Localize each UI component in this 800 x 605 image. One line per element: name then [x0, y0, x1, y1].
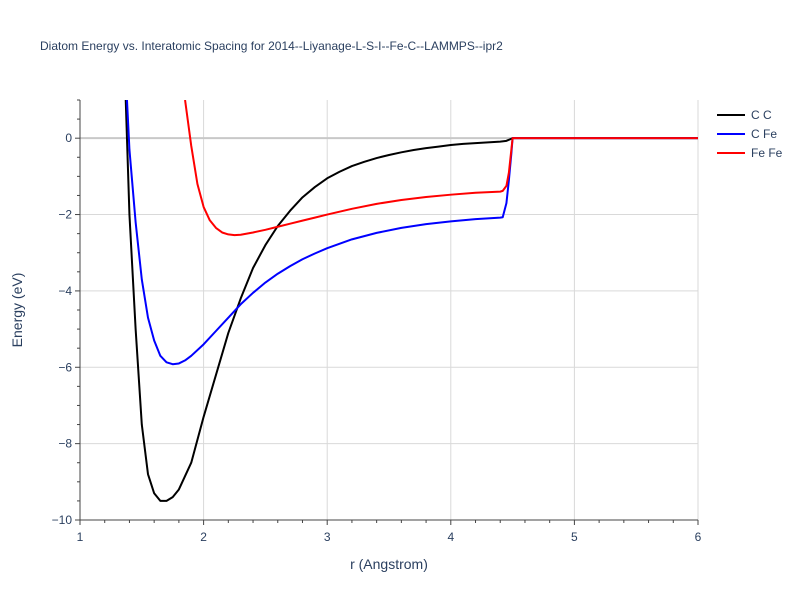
x-tick-label: 5	[571, 530, 578, 544]
y-axis-title: Energy (eV)	[9, 273, 25, 348]
x-tick-label: 3	[324, 530, 331, 544]
y-tick-label: 0	[65, 131, 72, 145]
axes: 1 2 3 4 5 6 −10 −8 −6 −4 −2 0	[52, 99, 702, 544]
y-tick-label: −6	[58, 360, 72, 374]
y-tick-label: −10	[52, 513, 73, 527]
legend[interactable]: C C C Fe Fe Fe	[717, 108, 783, 160]
series-line-c-c	[124, 100, 698, 502]
x-tick-label: 4	[447, 530, 454, 544]
series-line-c-fe	[125, 100, 698, 366]
series-line-fe-fe	[184, 100, 698, 237]
legend-label[interactable]: C Fe	[751, 127, 777, 141]
grid	[80, 100, 699, 520]
y-tick-label: −8	[58, 437, 72, 451]
x-axis-title: r (Angstrom)	[350, 556, 428, 572]
x-tick-label: 6	[695, 530, 702, 544]
legend-label[interactable]: Fe Fe	[751, 146, 783, 160]
x-tick-label: 1	[77, 530, 84, 544]
y-tick-label: −2	[58, 208, 72, 222]
series-lines	[124, 100, 698, 502]
legend-label[interactable]: C C	[751, 108, 772, 122]
chart-title: Diatom Energy vs. Interatomic Spacing fo…	[40, 39, 503, 53]
x-tick-label: 2	[200, 530, 207, 544]
y-tick-label: −4	[58, 284, 72, 298]
